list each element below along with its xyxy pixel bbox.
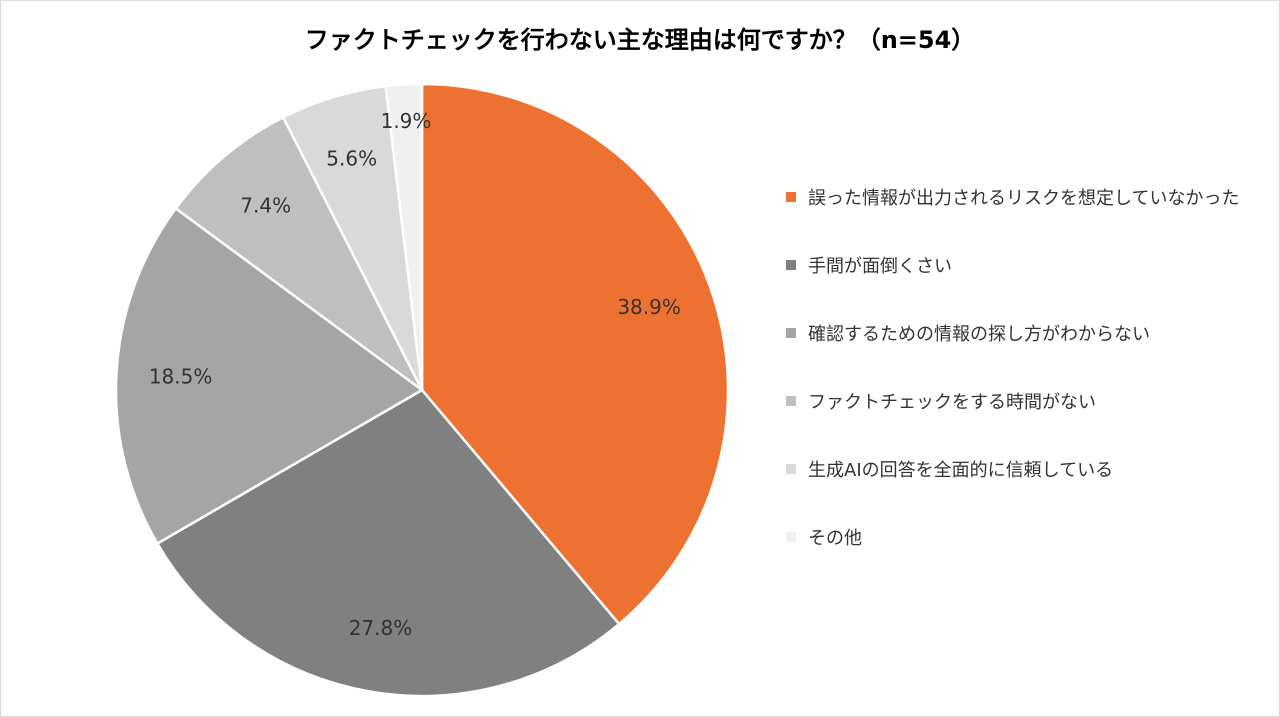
legend-swatch xyxy=(786,396,796,406)
pie-slice-4 xyxy=(174,115,424,392)
pie-slice-3 xyxy=(114,206,425,546)
pie-data-label-5: 5.6% xyxy=(326,147,377,171)
legend-swatch xyxy=(786,532,796,542)
legend-item-6: その他 xyxy=(786,522,862,552)
legend-item-3: 確認するための情報の探し方がわからない xyxy=(786,318,1150,348)
pie-slices xyxy=(114,82,730,698)
legend-swatch xyxy=(786,260,796,270)
legend-label: その他 xyxy=(808,528,862,549)
legend-label: 生成AIの回答を全面的に信頼している xyxy=(808,460,1114,481)
legend-swatch xyxy=(786,464,796,474)
chart-title: ファクトチェックを行わない主な理由は何ですか？（n=54） xyxy=(304,26,976,54)
pie-slice-1 xyxy=(420,82,730,626)
legend-label: 誤った情報が出力されるリスクを想定していなかった xyxy=(808,188,1240,209)
legend-label: ファクトチェックをする時間がない xyxy=(808,392,1096,413)
pie-slice-2 xyxy=(155,388,621,698)
pie-data-labels: 38.9% 27.8% 18.5% 7.4% 5.6%1.9% xyxy=(149,109,681,640)
legend-swatch xyxy=(786,192,796,202)
legend-swatch xyxy=(786,328,796,338)
legend-item-5: 生成AIの回答を全面的に信頼している xyxy=(786,454,1113,484)
legend-label: 手間が面倒くさい xyxy=(808,256,952,277)
legend-item-2: 手間が面倒くさい xyxy=(786,250,952,280)
pie-data-label-1: 38.9% xyxy=(617,295,681,319)
pie-data-label-4: 7.4% xyxy=(240,194,291,218)
legend-item-1: 誤った情報が出力されるリスクを想定していなかった xyxy=(786,182,1239,212)
legend-item-4: ファクトチェックをする時間がない xyxy=(786,386,1096,416)
pie-data-label-2: 27.8% xyxy=(349,616,413,640)
pie-data-label-6: 1.9% xyxy=(381,109,432,133)
pie-slice-6 xyxy=(384,82,424,391)
pie-data-label-3: 18.5% xyxy=(149,365,213,389)
legend-label: 確認するための情報の探し方がわからない xyxy=(808,324,1150,345)
